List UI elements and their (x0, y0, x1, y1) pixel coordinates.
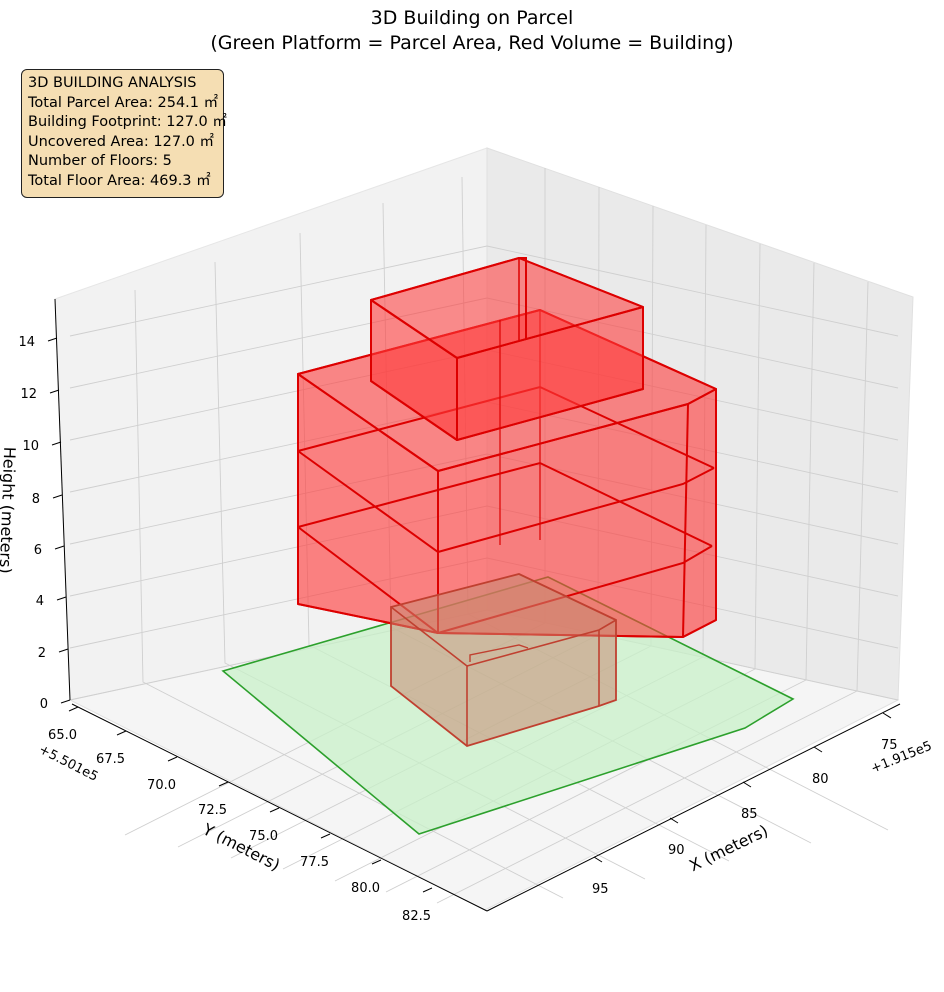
x-tick-label: 75 (881, 738, 898, 753)
y-gridline (214, 261, 646, 880)
y-tick-label: 65.0 (48, 728, 77, 743)
stats-heading: 3D BUILDING ANALYSIS (28, 75, 197, 91)
ground-floor (390, 573, 617, 747)
building-edge (519, 257, 527, 340)
building-edge (682, 403, 689, 638)
axis-lines (54, 298, 901, 912)
x-tick-label: 80 (812, 772, 829, 787)
y-tick-mark (116, 730, 127, 736)
y-tick-mark (269, 807, 280, 813)
z-gridline (69, 297, 899, 389)
stats-line: Uncovered Area: 127.0 ㎡ (28, 133, 215, 150)
z-tick-mark (47, 337, 58, 342)
x-tick-mark (742, 781, 752, 788)
z-tick-label: 6 (34, 543, 42, 558)
y-tick-mark (422, 887, 433, 893)
z-tick-mark (51, 441, 62, 446)
x-tick-mark (593, 856, 603, 863)
x-tick-mark (882, 712, 892, 719)
z-axis-line (54, 298, 71, 701)
z-gridline (69, 453, 899, 545)
x-axis-line (486, 703, 901, 912)
tick-marks (47, 337, 892, 893)
stats-line: Building Footprint: 127.0 ㎡ (28, 114, 227, 131)
z-tick-mark (54, 545, 65, 550)
tick-labels: 0 2 4 6 8 10 12 14 65.0 67.5 70.0 72.5 75.0 77.5 80.0 8… (18, 335, 897, 924)
z-tick-label: 4 (36, 594, 44, 609)
z-tick-label: 10 (22, 439, 39, 454)
z-gridline (69, 245, 899, 337)
z-tick-label: 8 (32, 492, 40, 507)
y-axis-title: Y (meters) (199, 819, 283, 874)
stats-line: Number of Floors: 5 (28, 153, 172, 170)
y-tick-label: 67.5 (96, 752, 125, 767)
z-gridline (69, 557, 899, 649)
floor-line (297, 450, 715, 554)
stats-line: Total Floor Area: 469.3 ㎡ (28, 172, 211, 189)
y-tick-mark (371, 859, 382, 865)
y-tick-label: 72.5 (198, 803, 227, 818)
x-gridline (436, 281, 869, 904)
y-tick-mark (167, 756, 178, 762)
x-tick-label: 95 (592, 882, 609, 897)
x-tick-label: 85 (741, 807, 758, 822)
z-tick-mark (52, 494, 63, 499)
y-axis-line (71, 703, 488, 912)
penthouse-roof (370, 257, 644, 359)
x-axis-title: X (meters) (686, 821, 771, 875)
y-offset-label: +5.501e5 (36, 742, 100, 785)
y-tick-label: 70.0 (147, 778, 176, 793)
x-tick-label: 90 (668, 843, 685, 858)
x-offset-label: +1.915e5 (869, 739, 934, 777)
z-tick-label: 14 (18, 335, 35, 350)
y-tick-label: 82.5 (402, 909, 431, 924)
building-edge (469, 644, 529, 662)
y-tick-label: 77.5 (300, 855, 329, 870)
y-tick-mark (320, 833, 331, 839)
z-tick-label: 2 (38, 646, 46, 661)
y-tick-mark (218, 781, 229, 787)
y-tick-label: 80.0 (351, 881, 380, 896)
x-tick-mark (669, 817, 679, 824)
z-tick-label: 0 (40, 697, 48, 712)
z-tick-label: 12 (20, 387, 37, 402)
x-tick-mark (813, 746, 823, 753)
z-tick-mark (60, 699, 71, 704)
building-volume (297, 257, 717, 747)
z-tick-mark (56, 596, 67, 601)
y-gridline (299, 232, 730, 862)
z-gridline (69, 505, 899, 597)
analysis-stats-box: 3D BUILDING ANALYSIS Total Parcel Area: … (21, 69, 227, 198)
y-tick-label: 75.0 (249, 829, 278, 844)
stats-line: Total Parcel Area: 254.1 ㎡ (28, 94, 219, 111)
chart-title: 3D Building on Parcel (370, 7, 574, 29)
y-tick-mark (68, 706, 79, 712)
z-tick-mark (49, 389, 60, 394)
x-gridline (385, 262, 815, 893)
z-tick-mark (58, 648, 69, 653)
z-axis-title: Height (meters) (0, 446, 19, 574)
chart-subtitle: (Green Platform = Parcel Area, Red Volum… (210, 32, 734, 54)
